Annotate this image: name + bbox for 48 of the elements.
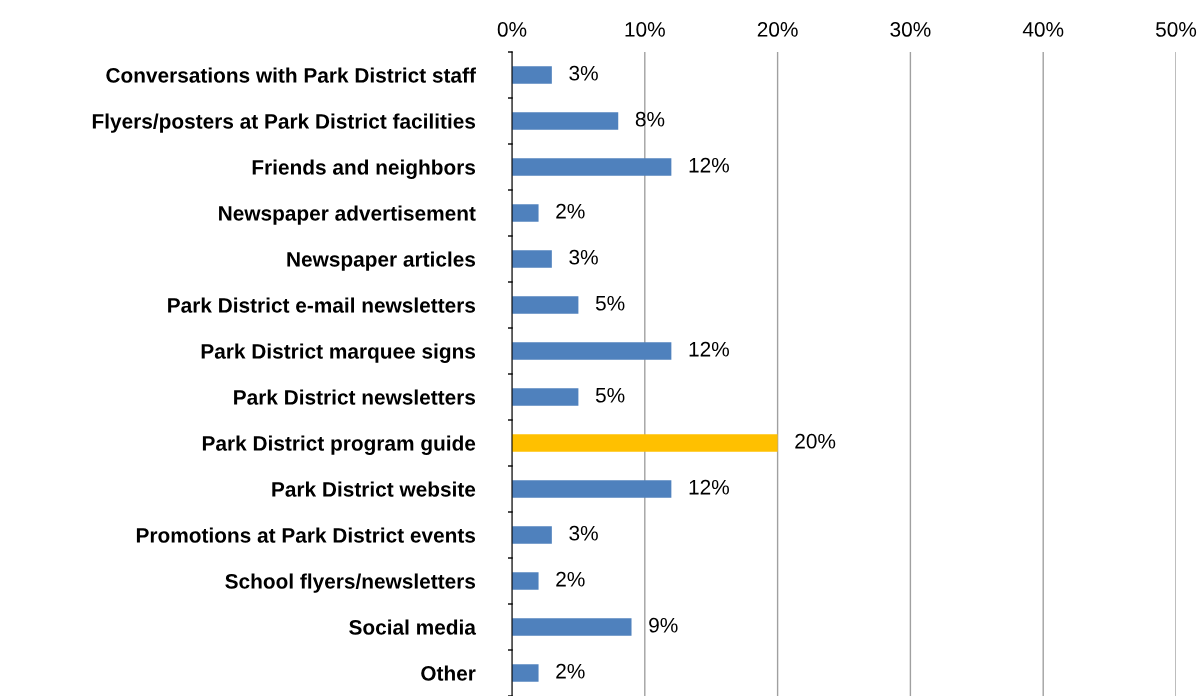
x-tick-label: 0% — [497, 22, 527, 37]
data-label: 5% — [595, 295, 625, 311]
y-tick-label: Social media — [349, 619, 477, 635]
y-tick-label: Park District website — [272, 481, 476, 497]
bar — [512, 204, 539, 222]
data-label: 9% — [649, 617, 678, 633]
bar — [512, 66, 552, 84]
data-label: 3% — [569, 65, 598, 81]
bar — [512, 250, 552, 268]
y-tick-label: Park District newsletters — [234, 389, 476, 405]
y-tick-label: School flyers/newsletters — [225, 573, 476, 593]
bar — [512, 480, 672, 498]
data-label: 2% — [556, 663, 585, 679]
x-tick-label: 40% — [1022, 22, 1064, 37]
data-label: 3% — [569, 249, 598, 265]
bar — [512, 342, 672, 360]
y-tick-label: Promotions at Park District events — [136, 527, 476, 543]
x-tick-label: 20% — [757, 22, 798, 37]
data-label: 3% — [569, 525, 598, 541]
x-tick-label: 30% — [890, 22, 931, 37]
data-label: 8% — [635, 111, 665, 127]
y-tick-label: Conversations with Park District staff — [106, 67, 476, 83]
y-tick-label: Flyers/posters at Park District facilities — [92, 113, 476, 133]
bar — [512, 618, 632, 636]
y-tick-label: Newspaper articles — [287, 251, 476, 271]
data-label: 12% — [689, 341, 729, 357]
bar — [512, 664, 539, 682]
y-tick-label: Newspaper advertisement — [219, 205, 476, 225]
bar — [512, 572, 539, 590]
x-tick-label: 10% — [625, 22, 665, 37]
y-tick-label: Park District marquee signs — [201, 343, 476, 363]
bar — [512, 434, 778, 452]
y-tick-label: Other — [421, 665, 476, 681]
data-label: 12% — [689, 479, 729, 495]
bar — [512, 112, 619, 130]
y-tick-label: Friends and neighbors — [252, 159, 476, 179]
data-label: 2% — [556, 571, 585, 587]
x-tick-label: 50% — [1155, 22, 1197, 37]
data-label: 20% — [795, 433, 836, 449]
bar — [512, 388, 579, 406]
bar — [512, 296, 579, 314]
data-label: 5% — [595, 387, 625, 403]
y-tick-label: Park District program guide — [202, 435, 476, 455]
y-tick-label: Park District e-mail newsletters — [168, 297, 476, 313]
bar — [512, 158, 672, 176]
data-label: 12% — [689, 157, 729, 173]
bar — [512, 526, 552, 544]
data-label: 2% — [556, 203, 585, 219]
